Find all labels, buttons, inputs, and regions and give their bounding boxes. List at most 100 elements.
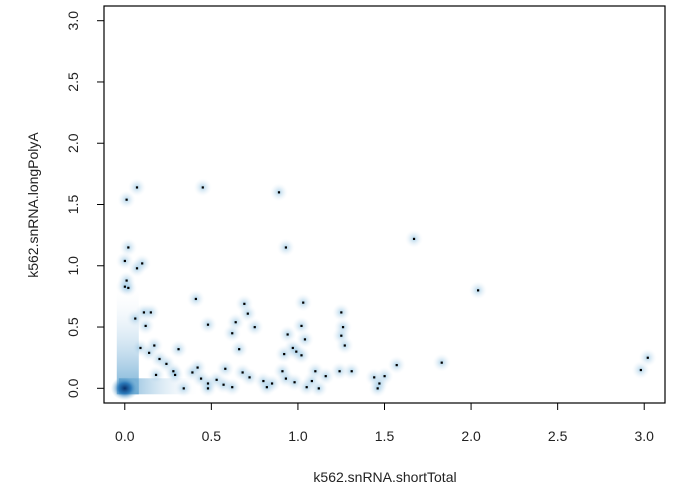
data-point: [231, 386, 234, 389]
data-point: [123, 285, 126, 288]
data-point: [182, 387, 185, 390]
data-point: [303, 338, 307, 341]
data-point: [173, 373, 177, 377]
data-point: [243, 302, 246, 305]
data-point: [314, 370, 317, 373]
data-point: [248, 376, 251, 379]
data-point: [305, 386, 308, 389]
plot-frame: [103, 5, 666, 404]
data-point: [153, 344, 156, 347]
data-point: [142, 311, 146, 314]
x-tick-label: 0.0: [115, 428, 135, 444]
data-point: [246, 312, 249, 315]
data-point: [646, 356, 649, 359]
data-point: [340, 334, 343, 337]
x-tick-label: 2.0: [461, 428, 481, 444]
x-tick-label: 2.5: [548, 428, 568, 444]
data-point: [286, 333, 289, 336]
data-point: [291, 346, 294, 350]
data-point: [378, 382, 381, 385]
data-point: [265, 386, 268, 389]
data-point: [341, 326, 345, 329]
data-point: [165, 362, 168, 365]
data-point: [215, 378, 218, 381]
data-point: [154, 373, 158, 377]
x-tick-label: 0.5: [202, 428, 222, 444]
data-point: [317, 387, 320, 390]
data-point: [284, 246, 288, 249]
data-point: [201, 186, 204, 189]
y-tick-label: 0.0: [65, 378, 81, 398]
x-axis: 0.0 0.5 1.0 1.5 2.0 2.5 3.0: [115, 402, 654, 444]
data-point: [206, 323, 210, 326]
data-point: [373, 376, 376, 379]
y-tick-label: 2.0: [65, 133, 81, 153]
data-point: [395, 364, 398, 367]
data-point: [340, 311, 343, 314]
data-point: [343, 344, 346, 347]
data-point: [284, 377, 288, 380]
data-point: [295, 350, 298, 353]
x-axis-title: k562.snRNA.shortTotal: [313, 469, 456, 485]
data-point: [222, 383, 225, 386]
data-point: [191, 371, 194, 374]
data-point: [127, 246, 130, 249]
data-point: [158, 357, 161, 361]
data-point: [194, 297, 197, 301]
data-point: [639, 368, 642, 372]
y-tick-label: 3.0: [65, 11, 81, 31]
data-point: [302, 301, 305, 304]
data-point: [412, 237, 416, 241]
data-point: [139, 346, 142, 350]
data-point: [376, 387, 379, 390]
y-tick-label: 2.5: [65, 72, 81, 92]
x-tick-label: 3.0: [634, 428, 654, 444]
data-point: [125, 198, 128, 201]
data-point: [125, 279, 128, 282]
data-point: [277, 191, 281, 194]
data-point: [123, 259, 126, 263]
data-point: [281, 370, 284, 373]
data-point: [310, 379, 313, 383]
data-point: [262, 379, 265, 383]
data-point: [206, 387, 210, 390]
y-tick-label: 1.5: [65, 195, 81, 215]
data-point: [300, 324, 303, 328]
data-point: [177, 348, 180, 351]
data-point: [234, 321, 237, 324]
x-tick-label: 1.0: [288, 428, 308, 444]
data-point: [383, 375, 386, 378]
data-point: [231, 332, 234, 335]
y-tick-label: 0.5: [65, 317, 81, 337]
data-point: [199, 377, 203, 380]
data-point: [196, 366, 199, 369]
data-point: [135, 267, 139, 270]
data-point: [149, 311, 152, 314]
data-point: [324, 375, 327, 378]
data-point: [141, 262, 144, 265]
data-point: [270, 382, 274, 385]
data-point: [134, 317, 137, 320]
density-core: [110, 376, 139, 401]
y-axis: 0.0 0.5 1.0 1.5 2.0 2.5 3.0: [65, 11, 105, 398]
data-point: [300, 354, 303, 357]
data-point: [127, 286, 130, 290]
data-point: [253, 326, 256, 329]
y-tick-label: 1.0: [65, 256, 81, 276]
data-point: [293, 381, 296, 384]
data-point: [283, 352, 286, 356]
density-layer: [110, 178, 657, 401]
data-point: [144, 324, 147, 328]
data-point: [135, 186, 139, 189]
data-point: [238, 348, 241, 351]
y-axis-title: k562.snRNA.longPolyA: [25, 132, 41, 278]
data-point: [350, 370, 353, 373]
data-point: [206, 382, 210, 385]
data-point: [224, 367, 227, 370]
data-point: [440, 361, 443, 364]
data-point: [241, 371, 244, 374]
data-points: [123, 186, 649, 390]
data-point: [477, 289, 480, 292]
x-tick-label: 1.5: [375, 428, 395, 444]
